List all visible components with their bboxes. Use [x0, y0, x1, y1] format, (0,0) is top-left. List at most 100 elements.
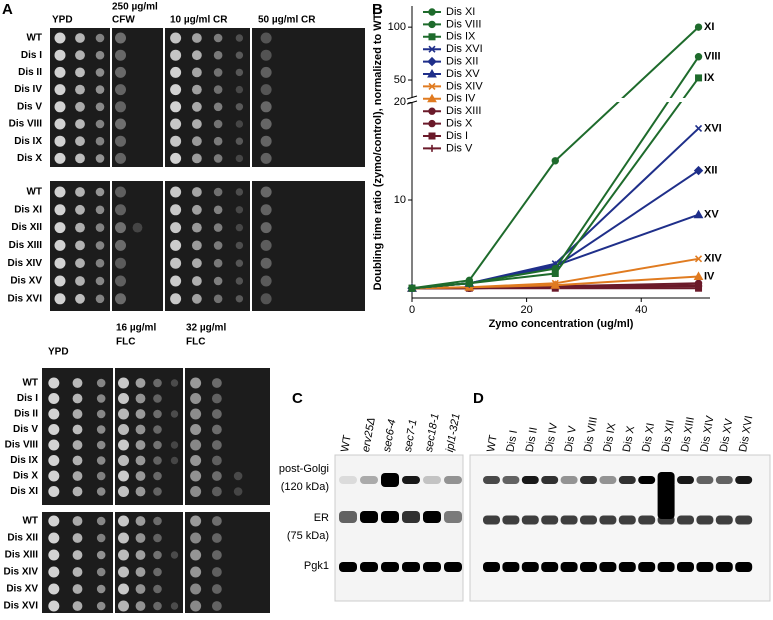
blot-band — [360, 511, 378, 523]
spot — [211, 567, 222, 577]
spot — [132, 222, 143, 233]
spot — [235, 259, 244, 267]
blot-band — [696, 562, 714, 572]
spot — [170, 118, 182, 130]
panel-label: B — [372, 1, 383, 18]
strain-label: Dis XIII — [9, 240, 43, 251]
spot — [153, 425, 162, 434]
spot — [153, 601, 162, 611]
spot — [54, 49, 66, 61]
spot — [72, 409, 83, 419]
spot — [213, 85, 223, 94]
spot — [75, 240, 85, 251]
blot-band — [423, 511, 441, 523]
spot — [135, 440, 146, 450]
strain-label: Dis XIV — [8, 258, 43, 269]
spot — [190, 515, 202, 527]
strain-label: Dis XI — [10, 486, 38, 497]
spot — [95, 205, 105, 215]
strain-label: WT — [26, 187, 42, 198]
blot-band — [521, 515, 539, 525]
spot — [170, 152, 182, 164]
spot — [190, 566, 202, 578]
column-header: CFW — [112, 15, 135, 26]
spot — [75, 101, 85, 112]
spot — [170, 49, 182, 61]
spot — [170, 66, 182, 78]
lane-label: Dis IX — [601, 421, 618, 453]
spot — [72, 424, 83, 435]
spot — [95, 85, 105, 94]
blot-band — [444, 476, 462, 484]
lane-label: Dis XIV — [698, 414, 716, 453]
spot — [95, 119, 105, 129]
spot — [72, 393, 83, 404]
spot — [260, 222, 272, 234]
spot — [260, 118, 272, 130]
spot — [95, 258, 105, 268]
spot — [96, 601, 106, 611]
blot-band — [521, 476, 539, 484]
spot — [211, 601, 222, 611]
blot-band — [339, 562, 357, 572]
strain-label: Dis VIII — [9, 119, 43, 130]
blot-band — [599, 562, 617, 572]
spot — [235, 188, 244, 196]
spot — [118, 600, 129, 612]
spot — [135, 601, 146, 611]
legend-marker — [428, 45, 436, 53]
lane-label: sec6-4 — [381, 418, 399, 453]
blot-band — [560, 476, 578, 484]
spot — [72, 455, 83, 466]
spot — [95, 50, 105, 60]
plate-image — [185, 368, 270, 505]
blot-band — [560, 515, 578, 525]
spot — [170, 257, 182, 269]
spot — [211, 486, 222, 497]
spot — [191, 204, 202, 215]
spot — [153, 378, 162, 388]
column-header: 32 µg/ml — [186, 323, 226, 334]
spot — [191, 240, 202, 251]
spot — [170, 551, 179, 559]
axis-break — [406, 98, 710, 102]
spot — [211, 378, 222, 388]
blot-band — [735, 562, 753, 572]
lane-label: WT — [339, 434, 354, 453]
spot — [95, 276, 105, 286]
spot — [48, 439, 60, 451]
spot — [118, 549, 129, 561]
spot — [75, 119, 85, 129]
blot-band — [618, 515, 636, 525]
plate-image — [115, 512, 183, 613]
spot — [260, 135, 272, 147]
spot — [135, 424, 146, 435]
legend-label: Dis XII — [446, 56, 478, 68]
spot — [153, 471, 162, 481]
spot — [153, 567, 162, 577]
spot — [191, 222, 202, 233]
spot — [170, 101, 182, 113]
spot — [260, 239, 272, 251]
blot-band — [541, 515, 559, 525]
strain-label: WT — [26, 33, 42, 44]
spot — [115, 186, 126, 198]
spot — [75, 204, 85, 215]
marker — [694, 279, 703, 287]
spot — [260, 152, 272, 164]
x-tick-label: 0 — [409, 304, 415, 316]
strain-label: Dis IX — [14, 136, 42, 147]
blot-band — [677, 515, 694, 525]
spot — [153, 409, 162, 419]
spot — [135, 516, 146, 526]
plate-image — [42, 512, 113, 613]
spot — [260, 84, 272, 96]
spot — [153, 456, 162, 465]
spot — [115, 49, 126, 61]
strain-label: Dis IV — [14, 84, 42, 95]
lane-label: Dis VIII — [582, 416, 600, 453]
blot-band — [423, 476, 441, 484]
spot — [96, 550, 106, 560]
spot — [235, 223, 244, 232]
lane-label: ipl1-321 — [444, 412, 463, 453]
